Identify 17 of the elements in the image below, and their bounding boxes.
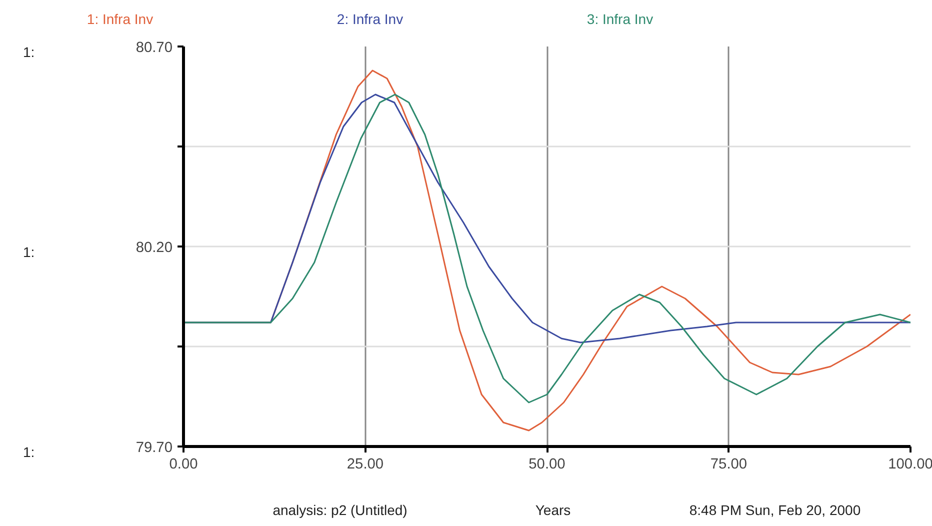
- y-tick-label: 79.70: [136, 440, 173, 456]
- x-tick-label: 25.00: [346, 456, 384, 472]
- text: 8:48 PM Sun, Feb 20, 2000: [689, 501, 861, 520]
- x-tick-label: 50.00: [528, 456, 566, 472]
- text: 1:: [23, 43, 35, 62]
- x-axis-title: Years: [535, 501, 571, 520]
- text: 3: Infra Inv: [586, 10, 654, 29]
- x-tick-label: 75.00: [710, 456, 748, 472]
- x-tick-label: 0.00: [169, 456, 198, 472]
- x-tick-label: 100.00: [888, 456, 932, 472]
- text: 1:: [23, 243, 35, 262]
- text: 1: Infra Inv: [86, 10, 154, 29]
- text: analysis: p2 (Untitled): [272, 501, 408, 520]
- y-tick-label: 80.20: [136, 240, 173, 256]
- text: 1:: [23, 443, 35, 462]
- y-tick-label: 80.70: [136, 40, 173, 56]
- text: 2: Infra Inv: [336, 10, 404, 29]
